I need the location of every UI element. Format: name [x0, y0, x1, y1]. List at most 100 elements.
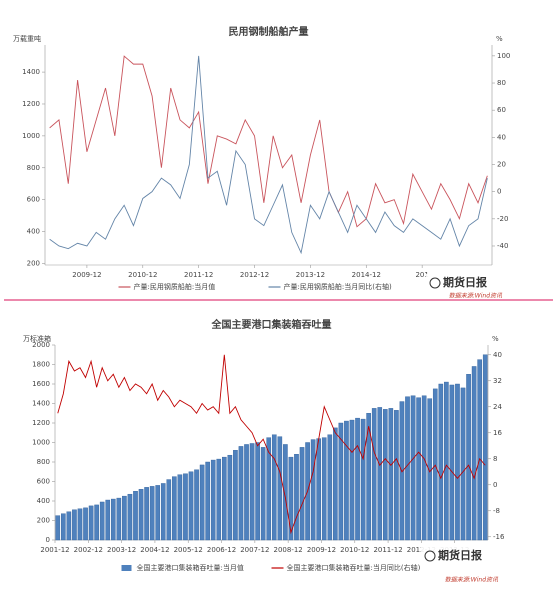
x-tick-label: 2010-12 — [128, 271, 157, 279]
bar — [316, 438, 321, 541]
y-tick-label: 200 — [37, 517, 50, 525]
y2-tick-label: -40 — [497, 242, 508, 250]
bar — [105, 499, 111, 541]
bar — [238, 446, 244, 541]
x-tick-label: 2013-12 — [296, 271, 325, 279]
y-tick-label: 200 — [27, 259, 40, 267]
watermark-icon — [424, 550, 436, 562]
bar — [94, 504, 99, 541]
bar — [438, 383, 444, 541]
y-tick-label: 1000 — [22, 132, 40, 140]
bar — [416, 397, 421, 541]
y2-tick-label: 16 — [493, 429, 502, 437]
y2-tick-label: -8 — [493, 507, 500, 515]
bar — [477, 359, 482, 541]
bar — [66, 511, 72, 541]
bar — [55, 515, 61, 541]
y2-tick-label: 0 — [497, 188, 501, 196]
bar — [394, 410, 399, 541]
bar — [432, 388, 438, 541]
x-tick-label: 2009-12 — [72, 271, 101, 279]
bar — [310, 439, 316, 541]
y2-axis-label: % — [492, 335, 499, 343]
bar — [444, 381, 449, 541]
x-tick-label: 2008-12 — [274, 546, 303, 554]
bar — [166, 479, 172, 541]
bar — [88, 505, 94, 541]
x-tick-label: 2006-12 — [207, 546, 236, 554]
bar — [449, 384, 455, 541]
bar — [144, 487, 149, 541]
bar — [271, 434, 277, 541]
bar — [321, 437, 327, 541]
bar — [172, 476, 177, 541]
bar — [133, 491, 138, 541]
bar — [277, 436, 283, 541]
series-line — [57, 354, 486, 535]
bar — [216, 458, 222, 541]
legend-label: 全国主要港口集装箱吞吐量:当月同比(右轴) — [287, 563, 421, 572]
bar — [244, 444, 249, 541]
bar — [377, 407, 383, 541]
source: 数据来源:Wind资讯 — [445, 576, 499, 584]
y2-tick-label: 32 — [493, 377, 502, 385]
series-line — [49, 55, 488, 228]
bar — [355, 417, 360, 541]
x-tick-label: 2001-12 — [40, 546, 69, 554]
y2-tick-label: -16 — [493, 533, 505, 541]
y2-tick-label: 20 — [497, 161, 506, 169]
y-tick-label: 800 — [37, 458, 50, 466]
watermark-icon — [429, 277, 441, 289]
y2-tick-label: -20 — [497, 215, 508, 223]
bar — [183, 473, 188, 541]
bar — [360, 418, 366, 541]
legend-label: 产量:民用钢质船舶:当月值 — [134, 282, 216, 291]
bar — [99, 501, 105, 541]
y2-tick-label: 40 — [497, 133, 506, 141]
y-tick-label: 1600 — [32, 380, 50, 388]
y2-tick-label: 40 — [493, 351, 502, 359]
y2-tick-label: 80 — [497, 79, 506, 87]
x-tick-label: 2007-12 — [240, 546, 269, 554]
y2-axis-label: % — [496, 35, 503, 43]
bar — [460, 387, 466, 541]
bar — [421, 395, 427, 541]
bar — [233, 450, 238, 541]
y-tick-label: 1200 — [22, 100, 40, 108]
chart-title: 民用钢制船舶产量 — [229, 25, 309, 38]
y2-tick-label: 0 — [493, 481, 497, 489]
bar — [61, 513, 66, 541]
bar — [294, 454, 299, 541]
watermark: 期货日报 — [443, 275, 488, 289]
x-tick-label: 2011-12 — [373, 546, 402, 554]
bar — [410, 395, 416, 541]
bar — [249, 443, 255, 541]
y-tick-label: 400 — [27, 228, 40, 236]
x-tick-label: 2003-12 — [107, 546, 136, 554]
bar — [122, 495, 127, 541]
chart-title: 全国主要港口集装箱吞吐量 — [211, 318, 332, 331]
x-tick-label: 2009-12 — [307, 546, 336, 554]
x-tick-label: 201 — [415, 271, 428, 279]
legend-label: 全国主要港口集装箱吞吐量:当月值 — [137, 563, 244, 572]
bar — [338, 422, 344, 541]
watermark: 期货日报 — [438, 548, 483, 562]
watermark-bg — [421, 547, 487, 565]
bar — [466, 374, 471, 541]
bar — [77, 508, 83, 541]
bar — [210, 459, 216, 541]
bar — [255, 442, 260, 541]
bar — [83, 507, 88, 541]
y-tick-label: 2000 — [32, 341, 50, 349]
bar — [333, 427, 338, 541]
bar — [177, 474, 183, 541]
bar — [194, 469, 199, 541]
bar — [471, 366, 477, 541]
bar — [283, 444, 288, 541]
y-axis-label: 万载重吨 — [13, 34, 41, 43]
x-tick-label: 2010-12 — [340, 546, 369, 554]
y-tick-label: 0 — [46, 536, 50, 544]
x-tick-label: 2005-12 — [174, 546, 203, 554]
y2-tick-label: 60 — [497, 106, 506, 114]
